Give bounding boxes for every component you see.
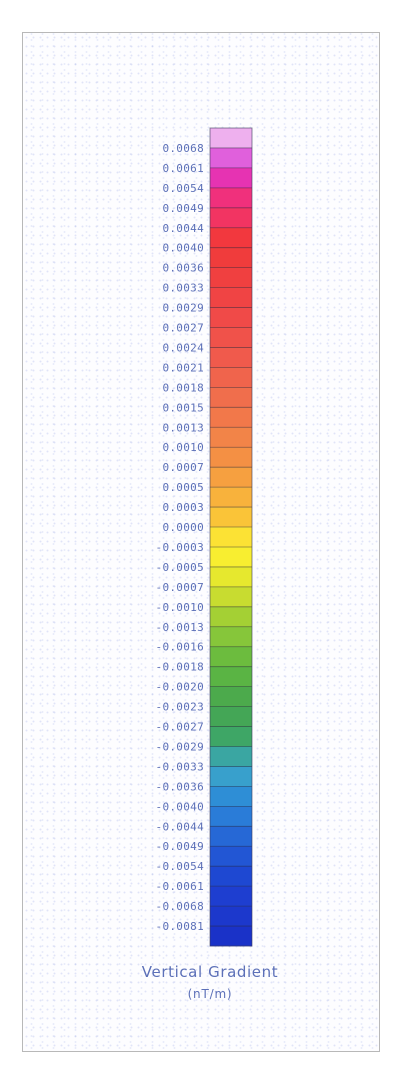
- tick-label: 0.0015: [162, 401, 204, 414]
- color-bar-segment: [210, 906, 252, 927]
- color-bar-segment: [210, 267, 252, 288]
- tick-label: 0.0010: [162, 441, 204, 454]
- color-bar-segment: [210, 786, 252, 807]
- tick-label: 0.0036: [162, 262, 204, 275]
- color-bar: [209, 127, 253, 947]
- color-bar-segment: [210, 287, 252, 308]
- tick-label: 0.0021: [162, 361, 204, 374]
- tick-label: -0.0029: [156, 740, 204, 753]
- color-bar-segment: [210, 187, 252, 209]
- tick-label: -0.0007: [156, 581, 204, 594]
- color-bar-segment: [210, 926, 252, 947]
- color-bar-segment: [210, 507, 252, 528]
- tick-label: -0.0016: [156, 641, 204, 654]
- tick-label: 0.0029: [162, 302, 204, 315]
- color-bar-segment: [210, 866, 252, 887]
- color-bar-segment: [210, 666, 252, 687]
- color-bar-segment: [210, 726, 252, 747]
- tick-label: -0.0033: [156, 760, 204, 773]
- color-bar-segment: [210, 527, 252, 548]
- color-bar-segment: [210, 227, 252, 249]
- tick-label: 0.0044: [162, 222, 204, 235]
- tick-label: -0.0027: [156, 721, 204, 734]
- tick-labels: 0.0068 0.0061 0.0054 0.0049 0.0044 0.0040 0.00…: [156, 142, 205, 933]
- tick-label: -0.0081: [156, 920, 204, 933]
- color-bar-segment: [210, 427, 252, 448]
- color-bar-segment: [210, 167, 252, 189]
- color-bar-segment: [210, 706, 252, 727]
- color-bar-segment: [210, 247, 252, 268]
- legend-title: Vertical Gradient: [142, 963, 278, 981]
- color-bar-segment: [210, 546, 252, 568]
- color-bar-segment: [210, 207, 252, 229]
- color-bar-segment: [210, 646, 252, 667]
- color-bar-segment: [210, 746, 252, 767]
- tick-label: -0.0003: [156, 541, 204, 554]
- tick-label: 0.0007: [162, 461, 204, 474]
- tick-label: 0.0018: [162, 381, 204, 394]
- color-bar-segment: [210, 147, 252, 169]
- color-bar-segment: [210, 566, 252, 588]
- tick-label: -0.0068: [156, 900, 204, 913]
- color-bar-segment: [210, 407, 252, 428]
- tick-label: 0.0068: [162, 142, 204, 155]
- tick-label: 0.0054: [162, 182, 204, 195]
- tick-label: -0.0054: [156, 860, 205, 873]
- color-bar-segment: [210, 387, 252, 408]
- legend-unit: (nT/m): [188, 987, 233, 1001]
- tick-label: 0.0061: [162, 162, 204, 175]
- tick-label: -0.0020: [156, 681, 204, 694]
- tick-label: -0.0023: [156, 701, 204, 714]
- tick-label: -0.0049: [156, 840, 204, 853]
- tick-label: -0.0036: [156, 780, 204, 793]
- tick-label: -0.0040: [156, 800, 204, 813]
- tick-label: 0.0013: [162, 421, 204, 434]
- tick-label: 0.0005: [162, 481, 204, 494]
- color-bar-segment: [210, 806, 252, 827]
- tick-label: 0.0027: [162, 322, 204, 335]
- color-bar-segment: [210, 467, 252, 488]
- tick-label: -0.0061: [156, 880, 204, 893]
- color-bar-segment: [210, 327, 252, 348]
- color-bar-segment: [210, 606, 252, 628]
- color-bar-segment: [210, 347, 252, 368]
- color-bar-outline: [209, 127, 253, 947]
- color-bar-segment: [210, 128, 252, 149]
- color-bar-segment: [210, 586, 252, 608]
- tick-label: 0.0049: [162, 202, 204, 215]
- tick-label: -0.0013: [156, 621, 204, 634]
- tick-label: 0.0040: [162, 242, 204, 255]
- tick-label: -0.0005: [156, 561, 204, 574]
- tick-label: -0.0010: [156, 601, 204, 614]
- color-bar-segment: [210, 766, 252, 787]
- tick-label: 0.0024: [162, 341, 204, 354]
- color-bar-segment: [210, 447, 252, 468]
- color-bar-segment: [210, 626, 252, 648]
- color-bar-segment: [210, 487, 252, 508]
- tick-label: -0.0044: [156, 820, 205, 833]
- tick-label: -0.0018: [156, 661, 204, 674]
- color-bar-segment: [210, 367, 252, 388]
- color-bar-segment: [210, 307, 252, 328]
- color-bar-segment: [210, 886, 252, 907]
- color-bar-segment: [210, 826, 252, 847]
- tick-label: 0.0000: [162, 521, 204, 534]
- color-bar-segment: [210, 686, 252, 707]
- tick-label: 0.0033: [162, 282, 204, 295]
- tick-label: 0.0003: [162, 501, 204, 514]
- color-bar-segment: [210, 846, 252, 867]
